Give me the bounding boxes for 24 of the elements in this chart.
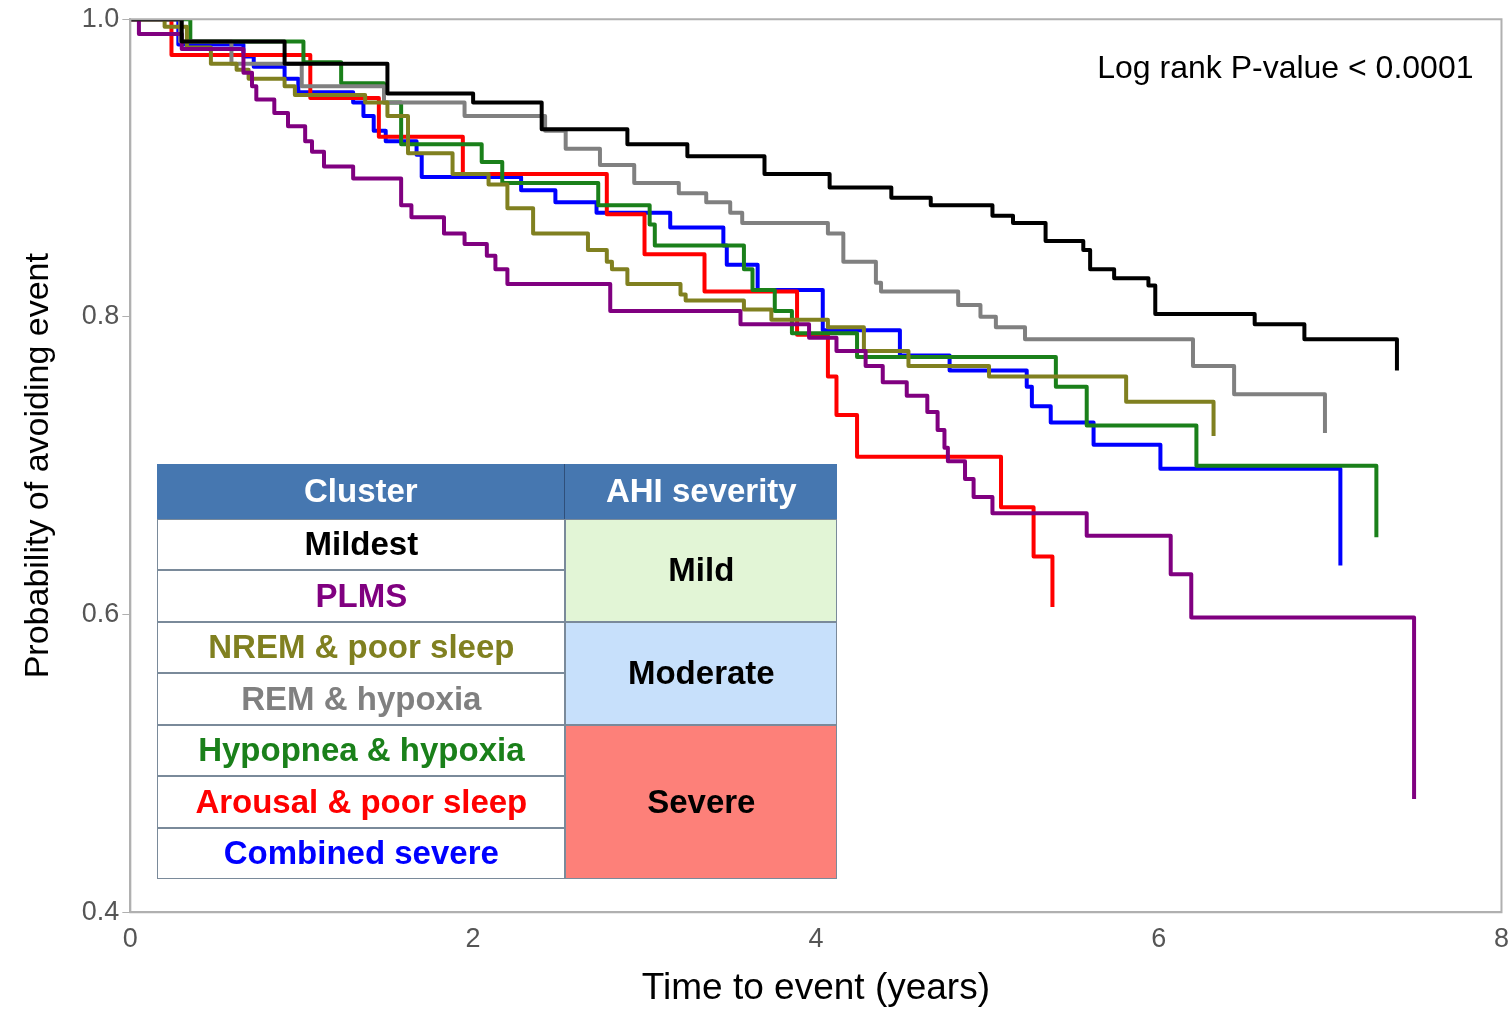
x-axis-title: Time to event (years) (641, 966, 991, 1007)
text: PLMS (157, 570, 566, 622)
x-tick-label: 2 (465, 922, 481, 953)
text: REM & hypoxia (157, 673, 566, 725)
x-tick-label: 0 (122, 922, 138, 953)
y-axis-title: Probability of avoiding event (16, 252, 55, 679)
text: Mildest (157, 518, 566, 571)
text: NREM & poor sleep (157, 621, 566, 674)
legend-title: Cluster (157, 463, 566, 519)
y-tick-label: 0.8 (81, 300, 120, 331)
x-tick-label: 8 (1493, 922, 1510, 953)
text: Hypopnea & hypoxia (157, 724, 566, 777)
x-tick-label: 4 (808, 922, 824, 953)
x-tick-label: 6 (1151, 922, 1167, 953)
y-tick-label: 0.6 (81, 597, 120, 628)
text: Combined severe (157, 827, 566, 880)
text: Arousal & poor sleep (157, 776, 566, 828)
y-tick-label: 0.4 (81, 895, 120, 926)
annotation: Moderate (565, 621, 838, 725)
annotation: Mild (565, 518, 838, 622)
annotation: AHI severity (565, 463, 838, 519)
annotation: Log rank P-value < 0.0001 (1097, 49, 1474, 86)
y-tick-label: 1.0 (81, 2, 120, 33)
annotation: Severe (565, 724, 838, 880)
